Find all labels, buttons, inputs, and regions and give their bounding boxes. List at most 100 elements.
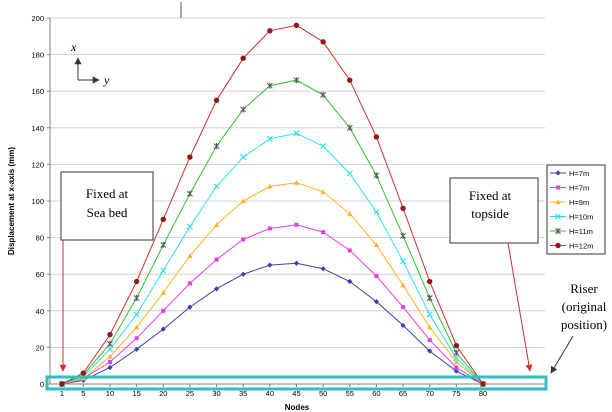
topside-annotation-line1: Fixed at — [469, 188, 512, 203]
data-point — [267, 226, 272, 231]
topside-annotation-box — [449, 177, 539, 244]
data-point — [240, 55, 246, 61]
data-point — [480, 381, 486, 387]
data-point — [427, 324, 433, 330]
seabed-annotation-line2: Sea bed — [87, 205, 128, 220]
legend-box — [546, 164, 606, 255]
data-point — [400, 258, 407, 265]
legend-label: H=7m — [569, 169, 589, 178]
series-layer — [58, 22, 487, 388]
x-tick-label: 75 — [452, 389, 460, 398]
riser-annotation-line3: position) — [561, 317, 607, 332]
data-point — [400, 282, 406, 288]
data-point — [320, 266, 326, 272]
x-tick-label: 15 — [132, 389, 140, 398]
data-point — [293, 22, 300, 29]
data-point — [187, 253, 193, 258]
data-point — [267, 28, 273, 34]
data-point — [134, 336, 139, 341]
axes — [49, 2, 545, 385]
riser-annotation-line1: Riser — [570, 281, 598, 296]
data-point — [107, 353, 113, 359]
data-point — [107, 340, 113, 347]
data-point — [186, 190, 193, 197]
seabed-annotation-line1: Fixed at — [86, 186, 129, 201]
x-tick-label: 40 — [266, 389, 274, 398]
data-point — [160, 216, 166, 222]
x-tick-label: 20 — [159, 389, 167, 398]
legend-item: H=12m — [550, 242, 593, 251]
x-tick-label: 5 — [81, 389, 85, 398]
data-point — [453, 349, 460, 356]
data-point — [453, 359, 459, 365]
legend-item: H=11m — [550, 227, 593, 236]
y-axis-title: Displacement at x-axis (mm) — [7, 147, 16, 255]
data-point — [373, 242, 380, 247]
x-tick-label: 50 — [319, 389, 327, 398]
data-point — [213, 143, 220, 150]
data-point — [133, 278, 140, 285]
x-tick-label: 55 — [346, 389, 354, 398]
data-point — [59, 381, 65, 387]
y-tick-label: 160 — [31, 87, 44, 96]
data-point — [426, 311, 433, 318]
data-point — [454, 365, 459, 370]
data-point — [134, 346, 140, 352]
data-point — [160, 267, 167, 274]
y-tick-label: 80 — [36, 234, 44, 243]
seabed-annotation: Fixed at Sea bed — [59, 171, 154, 372]
legend-marker — [555, 227, 561, 235]
y-tick-label: 200 — [31, 14, 44, 23]
data-point — [267, 183, 273, 189]
legend-marker — [555, 242, 561, 249]
data-point — [374, 274, 379, 279]
data-point — [133, 311, 140, 318]
legend-label: H=9m — [569, 198, 589, 207]
data-point — [373, 134, 380, 140]
data-point — [373, 172, 380, 179]
data-point — [161, 308, 166, 313]
data-point — [187, 304, 193, 310]
series-line — [61, 132, 484, 385]
y-tick-label: 140 — [31, 124, 44, 133]
x-tick-label: 35 — [239, 389, 247, 398]
data-point — [106, 346, 113, 353]
data-point — [266, 135, 273, 142]
data-point — [347, 211, 353, 216]
x-tick-label: 30 — [212, 389, 220, 398]
x-tick-label: 65 — [399, 389, 407, 398]
y-tick-label: 120 — [31, 160, 44, 169]
data-point — [400, 232, 407, 239]
x-direction-label: x — [70, 40, 77, 54]
legend-marker — [555, 199, 561, 205]
data-point — [373, 208, 380, 216]
data-point — [400, 205, 406, 212]
series-6 — [59, 22, 486, 387]
legend-item: H=7m — [550, 169, 589, 178]
data-point — [401, 305, 406, 310]
x-tick-label: 25 — [186, 389, 194, 398]
data-point — [187, 154, 193, 160]
x-tick-label: 80 — [479, 389, 487, 398]
data-point — [373, 299, 380, 305]
topside-annotation: Fixed at topside — [449, 177, 539, 372]
y-tick-label: 0 — [40, 380, 44, 389]
data-point — [240, 154, 247, 161]
riser-original-position-box — [45, 375, 548, 391]
data-point — [453, 368, 459, 374]
data-point — [321, 230, 326, 235]
x-tick-label: 70 — [426, 389, 434, 398]
x-tick-label: 60 — [372, 389, 380, 398]
riser-annotation-line2: (original — [562, 299, 607, 314]
legend-label: H=12m — [569, 242, 593, 251]
x-tick-labels: 1 5 10 15 20 25 30 35 40 45 50 55 60 65 70 75 80 — [60, 389, 487, 398]
data-point — [453, 342, 460, 349]
legend-marker — [556, 185, 560, 190]
data-point — [426, 294, 433, 302]
data-point — [347, 77, 353, 83]
x-tick-label: 1 — [60, 389, 64, 398]
topside-annotation-line2: topside — [471, 206, 509, 221]
y-tick-label: 180 — [31, 51, 44, 60]
data-point — [320, 143, 327, 150]
